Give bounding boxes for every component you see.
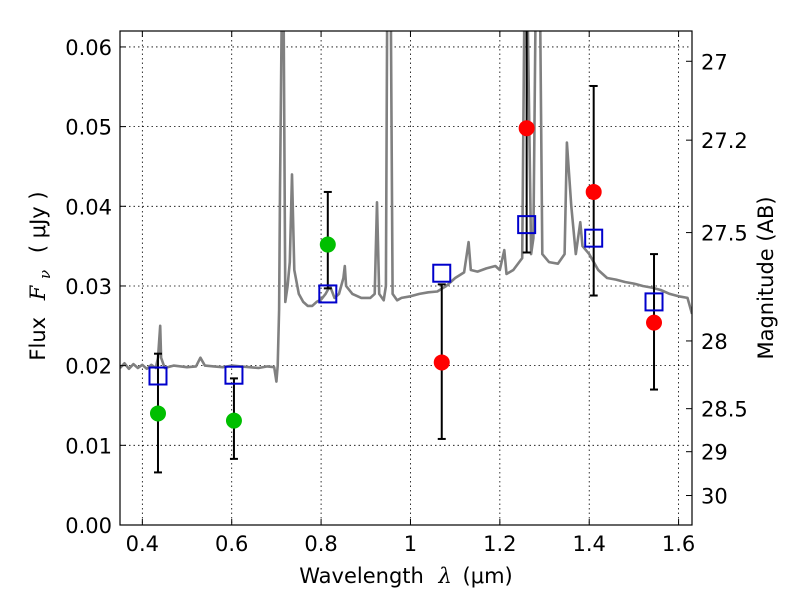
y-tick-label: 0.04 bbox=[65, 195, 112, 219]
model-square bbox=[318, 284, 338, 304]
x-tick-label: 1.6 bbox=[662, 532, 695, 556]
x-tick-label: 0.6 bbox=[215, 532, 248, 556]
y-tick-label: 0.06 bbox=[65, 36, 112, 60]
y-tick-label: 0.05 bbox=[65, 116, 112, 140]
x-tick-label: 0.4 bbox=[126, 532, 159, 556]
model-square bbox=[224, 365, 244, 385]
red-data-point bbox=[585, 183, 602, 200]
y2-tick-label: 27 bbox=[701, 50, 728, 74]
x-axis-label: Wavelength λ (μm) bbox=[299, 564, 512, 588]
y-axis-label: Flux F ν ( μJy ) bbox=[26, 191, 55, 360]
y-tick-label: 0.02 bbox=[65, 355, 112, 379]
green-data-point bbox=[319, 236, 336, 253]
model-square bbox=[148, 366, 168, 386]
x-tick-label: 1.2 bbox=[483, 532, 516, 556]
plot-frame bbox=[119, 30, 693, 526]
y-tick-label: 0.03 bbox=[65, 275, 112, 299]
y-tick-label: 0.00 bbox=[65, 514, 112, 538]
y2-tick-label: 28.5 bbox=[701, 398, 748, 422]
model-square bbox=[644, 292, 664, 312]
red-data-point bbox=[518, 120, 535, 137]
x-tick-label: 1 bbox=[404, 532, 417, 556]
model-square bbox=[432, 263, 452, 283]
y2-tick-label: 30 bbox=[701, 485, 728, 509]
red-data-point bbox=[433, 354, 450, 371]
model-square bbox=[584, 228, 604, 248]
spectrum-line bbox=[120, 31, 692, 383]
y2-tick-label: 27.2 bbox=[701, 129, 748, 153]
model-square bbox=[517, 215, 537, 235]
y2-tick-label: 27.5 bbox=[701, 222, 748, 246]
model-points-layer bbox=[148, 215, 664, 386]
spectrum-layer bbox=[120, 31, 692, 383]
ticks-layer: 0.4 0.6 0.8 1 1.2 1.4 1.6 0.00 0.01 0.02 0.03 0.04 0… bbox=[65, 31, 748, 556]
y2-axis-label: Magnitude (AB) bbox=[754, 196, 778, 359]
points-layer bbox=[149, 120, 663, 429]
x-tick-label: 0.8 bbox=[304, 532, 337, 556]
green-data-point bbox=[149, 405, 166, 422]
red-data-point bbox=[646, 314, 663, 331]
y2-tick-label: 29 bbox=[701, 441, 728, 465]
x-tick-label: 1.4 bbox=[573, 532, 606, 556]
green-data-point bbox=[225, 412, 242, 429]
y-tick-label: 0.01 bbox=[65, 434, 112, 458]
y2-tick-label: 28 bbox=[701, 330, 728, 354]
